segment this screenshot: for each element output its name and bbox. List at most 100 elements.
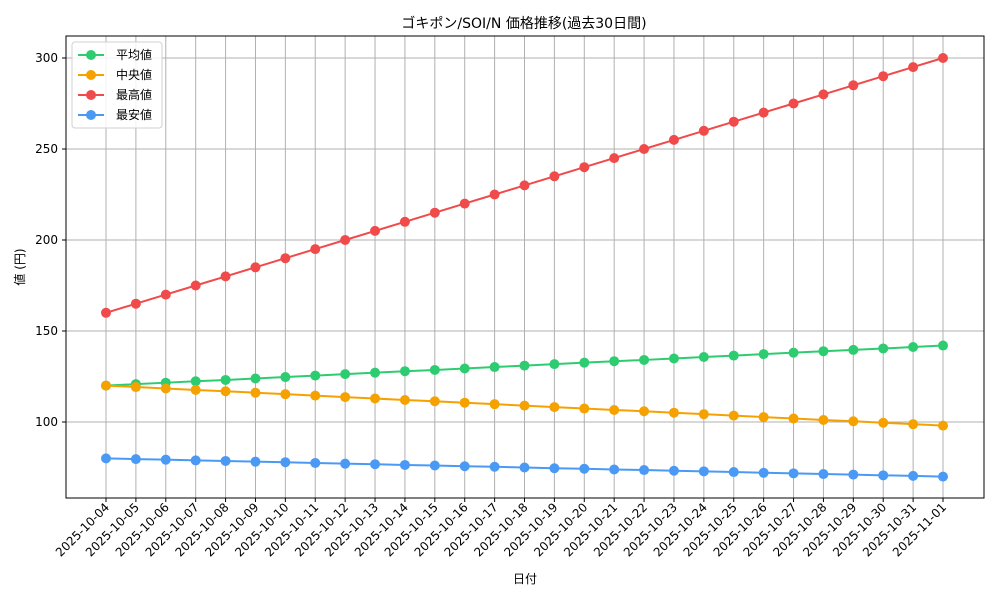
legend-label: 最高値 [116, 87, 152, 102]
data-point [668, 465, 679, 476]
data-point [340, 458, 351, 469]
data-point [668, 134, 679, 145]
data-point [698, 466, 709, 477]
data-point [310, 370, 321, 381]
data-point [788, 98, 799, 109]
data-point [728, 467, 739, 478]
data-point [938, 340, 948, 351]
data-point [220, 374, 231, 385]
legend-label: 中央値 [116, 67, 152, 82]
data-point [459, 198, 470, 209]
y-axis-label: 値 (円) [12, 248, 27, 285]
data-point [848, 416, 859, 427]
data-point [579, 403, 590, 414]
data-point [190, 376, 201, 387]
data-point [130, 454, 141, 465]
data-point [310, 244, 321, 255]
data-point [190, 455, 201, 466]
data-point [340, 392, 351, 403]
data-point [938, 53, 948, 63]
data-point [848, 469, 859, 480]
data-point [878, 343, 889, 354]
data-point [370, 459, 381, 470]
data-point [519, 400, 530, 411]
data-series [101, 53, 948, 482]
data-point [250, 373, 261, 384]
data-point [130, 382, 141, 393]
data-point [160, 383, 171, 394]
data-point [818, 414, 829, 425]
grid-lines [66, 36, 984, 498]
data-point [370, 225, 381, 236]
data-point [639, 144, 650, 154]
data-point [579, 463, 590, 474]
data-point [429, 364, 440, 375]
data-point [579, 357, 590, 368]
data-point [549, 463, 560, 474]
data-point [101, 380, 111, 391]
legend-marker [86, 110, 96, 120]
data-point [220, 386, 231, 397]
data-point [818, 469, 829, 480]
y-tick-label: 200 [35, 233, 58, 247]
y-tick-label: 250 [35, 142, 58, 156]
data-point [758, 412, 769, 423]
data-point [668, 353, 679, 364]
data-point [370, 393, 381, 404]
data-point [130, 298, 141, 309]
y-axis-ticks: 100 150 200 250 300 [35, 51, 66, 429]
chart-title: ゴキポン/SOI/N 価格推移(過去30日間) [401, 15, 646, 32]
data-point [459, 363, 470, 374]
data-point [818, 346, 829, 357]
data-point [280, 457, 291, 468]
data-point [878, 417, 889, 428]
data-point [519, 360, 530, 371]
x-axis-label: 日付 [513, 572, 537, 586]
data-point [250, 387, 261, 398]
data-point [609, 404, 620, 415]
data-point [519, 462, 530, 473]
legend-label: 最安値 [116, 107, 152, 122]
legend-box [71, 41, 163, 129]
data-point [310, 457, 321, 468]
data-point [609, 356, 620, 367]
data-point [908, 470, 919, 481]
data-point [788, 468, 799, 479]
data-point [101, 453, 111, 464]
data-point [459, 397, 470, 408]
data-point [489, 362, 500, 373]
legend-marker [86, 50, 96, 60]
data-point [609, 153, 620, 164]
data-point [908, 342, 919, 353]
data-point [549, 171, 560, 182]
data-point [758, 467, 769, 478]
data-point [668, 407, 679, 418]
data-point [878, 71, 889, 82]
data-point [220, 271, 231, 282]
data-point [280, 253, 291, 264]
x-axis-ticks: 2025-10-042025-10-052025-10-062025-10-07… [53, 498, 949, 559]
data-point [340, 235, 351, 245]
data-point [190, 384, 201, 395]
legend-marker [86, 90, 96, 100]
data-point [818, 89, 829, 100]
data-point [938, 471, 948, 482]
data-point [310, 390, 321, 401]
data-point [399, 366, 410, 377]
data-point [399, 216, 410, 227]
data-point [459, 461, 470, 472]
data-point [609, 464, 620, 475]
data-point [848, 80, 859, 91]
data-point [938, 420, 948, 431]
data-point [429, 396, 440, 407]
data-point [429, 207, 440, 218]
data-point [698, 125, 709, 136]
data-point [908, 62, 919, 73]
data-point [489, 189, 500, 200]
data-point [280, 372, 291, 383]
data-point [429, 460, 440, 471]
data-point [728, 116, 739, 127]
data-point [101, 307, 111, 318]
data-point [519, 180, 530, 191]
